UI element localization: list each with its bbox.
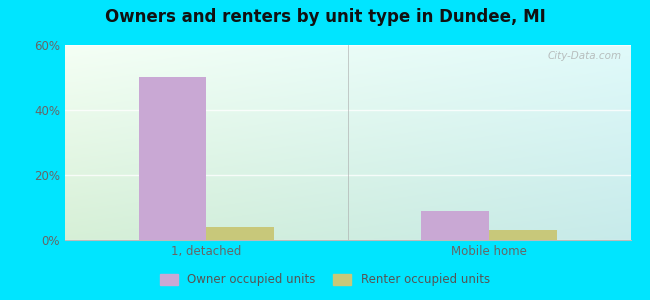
Bar (138, 77, 207, 240)
Bar (207, 227, 274, 240)
Text: Owners and renters by unit type in Dundee, MI: Owners and renters by unit type in Dunde… (105, 8, 545, 26)
Text: City-Data.com: City-Data.com (548, 51, 622, 61)
Bar (489, 230, 557, 240)
Bar (421, 211, 489, 240)
Legend: Owner occupied units, Renter occupied units: Owner occupied units, Renter occupied un… (155, 269, 495, 291)
